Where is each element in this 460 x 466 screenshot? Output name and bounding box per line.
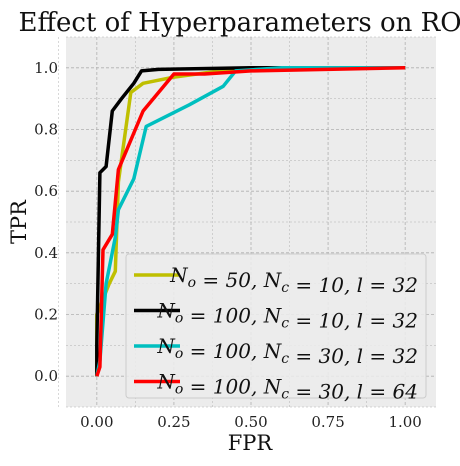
series-line-4: [95, 66, 406, 377]
legend-label: No = 50, Nc = 10, l = 32: [169, 263, 418, 297]
x-tick-label: 0.00: [80, 413, 113, 431]
y-axis-label: TPR: [7, 199, 31, 244]
legend-label: No = 100, Nc = 10, l = 32: [156, 299, 418, 333]
y-tick-label: 0.6: [34, 182, 58, 200]
y-tick-label: 0.8: [34, 121, 58, 139]
x-tick-label: 1.00: [388, 413, 421, 431]
legend-label: No = 100, Nc = 30, l = 32: [156, 334, 418, 368]
chart-title: Effect of Hyperparameters on ROC: [19, 8, 460, 38]
x-tick-label: 0.75: [311, 413, 344, 431]
y-tick-label: 0.2: [34, 306, 58, 324]
x-tick-label: 0.25: [157, 413, 190, 431]
series-lines: [95, 66, 406, 377]
x-tick-labels: 0.00 0.25 0.50 0.75 1.00: [80, 413, 422, 431]
x-axis-label: FPR: [228, 431, 274, 455]
y-tick-label: 0.4: [34, 244, 58, 262]
y-tick-label: 0.0: [34, 367, 58, 385]
x-tick-label: 0.50: [234, 413, 267, 431]
series-line-2: [95, 66, 406, 377]
legend-label: No = 100, Nc = 30, l = 64: [156, 370, 418, 404]
legend-box: [125, 253, 427, 399]
y-tick-labels: 0.0 0.2 0.4 0.6 0.8 1.0: [34, 59, 58, 385]
y-tick-label: 1.0: [34, 59, 58, 77]
